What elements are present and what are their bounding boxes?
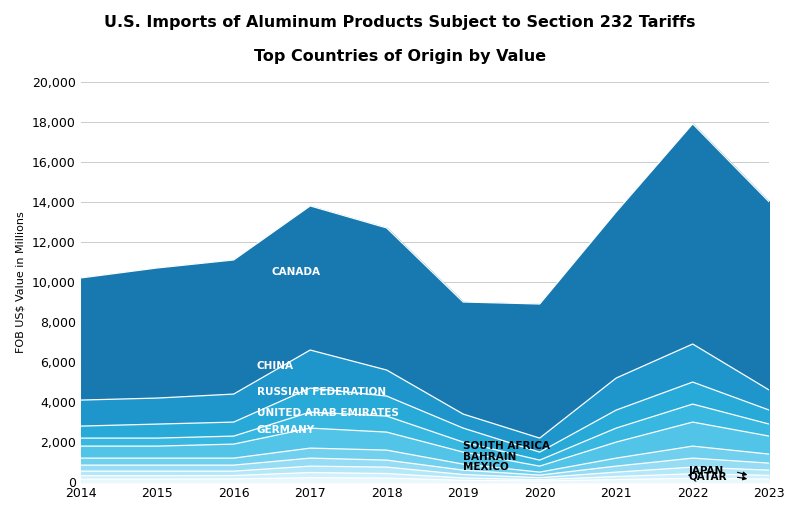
- Text: GERMANY: GERMANY: [257, 425, 314, 435]
- Text: U.S. Imports of Aluminum Products Subject to Section 232 Tariffs: U.S. Imports of Aluminum Products Subjec…: [104, 15, 696, 30]
- Text: UNITED ARAB EMIRATES: UNITED ARAB EMIRATES: [257, 408, 398, 418]
- Y-axis label: FOB US$ Value in Millions: FOB US$ Value in Millions: [15, 211, 25, 353]
- Text: QATAR: QATAR: [689, 471, 727, 482]
- Text: CHINA: CHINA: [257, 361, 294, 371]
- Text: MEXICO: MEXICO: [463, 461, 509, 472]
- Text: Top Countries of Origin by Value: Top Countries of Origin by Value: [254, 49, 546, 64]
- Text: CANADA: CANADA: [272, 267, 321, 277]
- Text: BAHRAIN: BAHRAIN: [463, 452, 517, 462]
- Text: SOUTH AFRICA: SOUTH AFRICA: [463, 441, 550, 451]
- Text: JAPAN: JAPAN: [689, 466, 724, 475]
- Text: RUSSIAN FEDERATION: RUSSIAN FEDERATION: [257, 387, 386, 397]
